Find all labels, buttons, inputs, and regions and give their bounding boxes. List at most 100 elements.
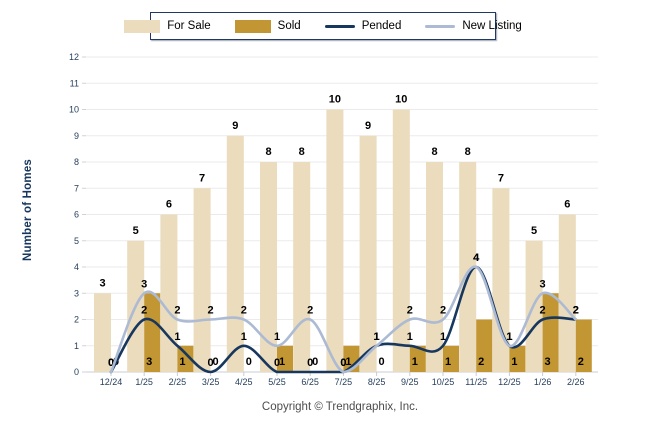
pended-value-label: 1 xyxy=(241,331,247,343)
pended-value-label: 1 xyxy=(440,331,446,343)
y-tick-label: 7 xyxy=(74,183,79,193)
pended-value-label: 1 xyxy=(407,331,413,343)
for-sale-value-label: 5 xyxy=(133,225,139,237)
pended-value-label: 1 xyxy=(174,331,180,343)
for-sale-value-label: 6 xyxy=(166,199,172,211)
y-tick-label: 12 xyxy=(69,52,79,62)
for-sale-value-label: 8 xyxy=(465,146,471,158)
y-tick-label: 9 xyxy=(74,131,79,141)
legend-label-pended: Pended xyxy=(361,20,402,32)
sold-value-label: 1 xyxy=(445,356,451,368)
new-listing-value-label: 2 xyxy=(440,305,446,317)
new-listing-value-label: 1 xyxy=(506,331,512,343)
for-sale-value-label: 6 xyxy=(564,199,570,211)
x-tick-label: 7/25 xyxy=(335,377,353,387)
bar-sold xyxy=(144,293,161,372)
bar-for-sale xyxy=(260,162,277,372)
new-listing-value-label: 1 xyxy=(374,331,380,343)
bar-for-sale xyxy=(193,188,211,372)
for-sale-value-label: 7 xyxy=(199,172,205,184)
copyright-text: Copyright © Trendgraphix, Inc. xyxy=(261,401,419,413)
for-sale-value-label: 3 xyxy=(99,277,105,289)
new-listing-value-label: 2 xyxy=(174,305,180,317)
for-sale-value-label: 9 xyxy=(232,120,238,132)
legend-item-for-sale: For Sale xyxy=(124,19,211,33)
for-sale-value-label: 8 xyxy=(265,146,271,158)
x-tick-label: 2/26 xyxy=(567,377,585,387)
bar-sold xyxy=(542,293,559,372)
x-tick-label: 12/25 xyxy=(498,377,521,387)
bar-for-sale xyxy=(392,109,410,372)
y-tick-label: 1 xyxy=(74,341,79,351)
x-tick-label: 1/26 xyxy=(534,377,552,387)
pended-value-label: 2 xyxy=(573,305,579,317)
y-tick-label: 10 xyxy=(69,105,79,115)
legend: For Sale Sold Pended New Listing xyxy=(124,12,522,40)
legend-label-new-listing: New Listing xyxy=(462,20,522,32)
pended-value-label: 0 xyxy=(340,357,346,369)
bar-for-sale xyxy=(558,214,576,372)
pended-value-label: 0 xyxy=(274,357,280,369)
y-tick-label: 4 xyxy=(74,262,79,272)
x-tick-label: 1/25 xyxy=(135,377,153,387)
y-tick-label: 6 xyxy=(74,210,79,220)
new-listing-value-label: 2 xyxy=(208,305,214,317)
sold-value-label: 0 xyxy=(213,356,219,368)
new-listing-value-label: 0 xyxy=(340,357,346,369)
pended-line-swatch-icon xyxy=(324,24,355,28)
sold-value-label: 2 xyxy=(578,356,584,368)
x-tick-label: 6/25 xyxy=(301,377,319,387)
sold-swatch-icon xyxy=(234,19,271,33)
x-tick-label: 2/25 xyxy=(169,377,187,387)
bar-sold xyxy=(277,345,293,372)
new-listing-value-label: 2 xyxy=(307,305,313,317)
new-listing-value-label: 2 xyxy=(241,305,247,317)
pended-value-label: 2 xyxy=(141,305,147,317)
x-tick-label: 5/25 xyxy=(268,377,286,387)
y-tick-label: 5 xyxy=(74,236,79,246)
for-sale-swatch-icon xyxy=(124,19,161,33)
pended-value-label: 0 xyxy=(307,357,313,369)
new-listing-value-label: 3 xyxy=(141,278,147,290)
sold-value-label: 3 xyxy=(545,356,551,368)
for-sale-value-label: 9 xyxy=(365,120,371,132)
bar-sold xyxy=(443,345,459,372)
sold-value-label: 1 xyxy=(412,356,418,368)
new-listing-line xyxy=(109,265,578,374)
pended-value-label: 2 xyxy=(540,305,546,317)
x-tick-label: 4/25 xyxy=(235,377,253,387)
x-tick-label: 8/25 xyxy=(368,377,386,387)
sold-value-label: 1 xyxy=(179,356,185,368)
sold-value-label: 1 xyxy=(345,356,351,368)
bar-sold xyxy=(575,319,592,372)
bar-for-sale xyxy=(426,162,443,372)
new-listing-value-label: 1 xyxy=(274,331,280,343)
for-sale-value-label: 8 xyxy=(299,146,305,158)
new-listing-value-label: 4 xyxy=(473,252,480,264)
bar-for-sale xyxy=(94,293,111,372)
pended-value-label: 4 xyxy=(473,252,480,264)
sold-value-label: 0 xyxy=(246,356,252,368)
bar-sold xyxy=(177,345,194,372)
for-sale-value-label: 8 xyxy=(431,146,437,158)
bar-sold xyxy=(509,345,526,372)
sold-value-label: 1 xyxy=(511,356,517,368)
new-listing-value-label: 3 xyxy=(540,278,546,290)
for-sale-value-label: 5 xyxy=(531,225,537,237)
bar-for-sale xyxy=(492,188,510,372)
bar-for-sale xyxy=(359,135,377,372)
legend-item-sold: Sold xyxy=(234,19,301,33)
new-listing-value-label: 0 xyxy=(108,357,114,369)
bar-for-sale xyxy=(459,162,477,372)
legend-label-sold: Sold xyxy=(277,20,301,32)
bar-for-sale xyxy=(326,109,344,372)
for-sale-value-label: 7 xyxy=(498,172,504,184)
for-sale-value-label: 10 xyxy=(395,94,407,106)
x-tick-label: 3/25 xyxy=(202,377,220,387)
new-listing-value-label: 2 xyxy=(573,305,579,317)
sold-value-label: 3 xyxy=(146,356,152,368)
x-tick-label: 11/25 xyxy=(465,377,487,387)
legend-item-new-listing: New Listing xyxy=(425,20,522,32)
for-sale-value-label: 10 xyxy=(329,94,341,106)
y-tick-label: 0 xyxy=(74,367,79,377)
